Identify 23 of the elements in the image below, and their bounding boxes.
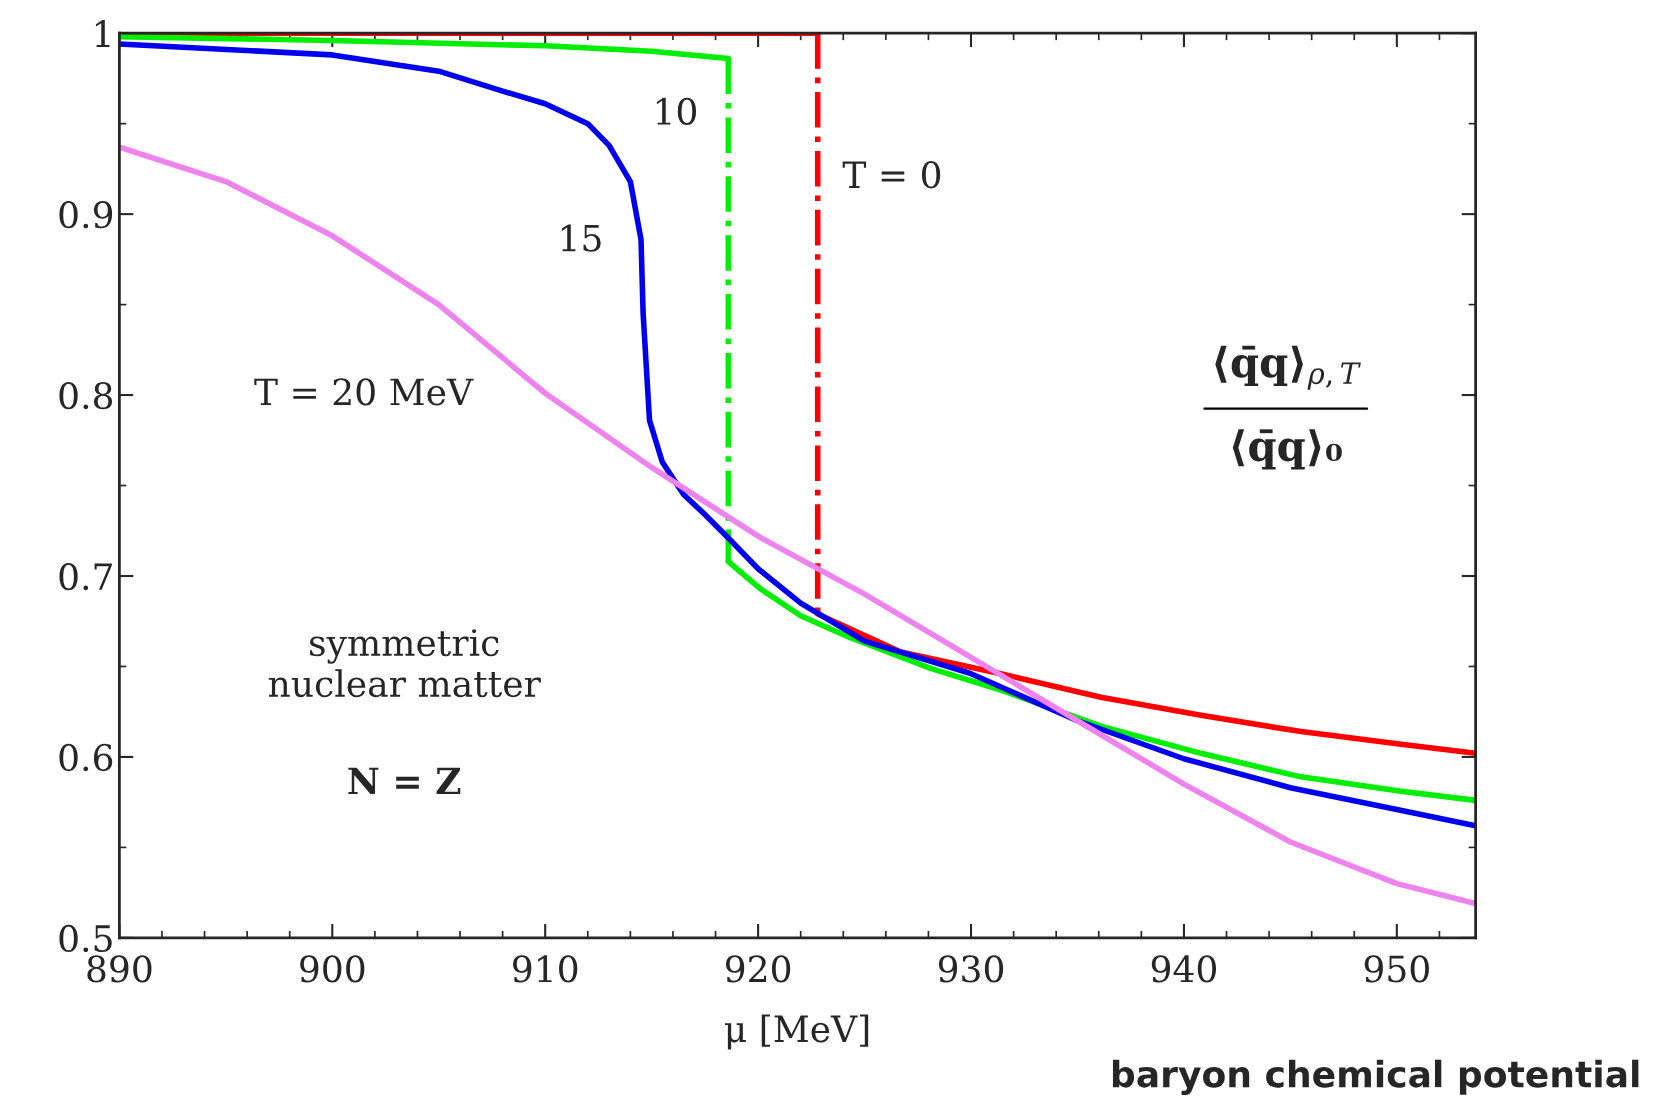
annotation: symmetric nuclear matter xyxy=(268,629,541,698)
annotation: T = 20 MeV xyxy=(254,378,474,406)
text: baryon chemical potential xyxy=(1112,1059,1639,1095)
x-axis-title: μ [MeV] xyxy=(724,1014,869,1050)
annotation: 10 xyxy=(656,97,697,126)
x-tick-label: 920 xyxy=(725,955,791,983)
x-tick-label: 930 xyxy=(938,955,1004,983)
y-tick-label: 0.8 xyxy=(59,381,113,410)
annotation: 15 xyxy=(561,224,601,252)
y-tick-label: 1 xyxy=(95,20,110,47)
y-tick-label: 0.9 xyxy=(59,201,113,229)
y-tick-label: 0.6 xyxy=(59,743,113,772)
x-tick-label: 900 xyxy=(300,955,365,983)
annotation: T = 0 xyxy=(842,161,941,189)
x-tick-label: 940 xyxy=(1151,955,1216,983)
x-tick-label: 890 xyxy=(87,955,152,983)
y-tick-label: 0.7 xyxy=(59,562,112,591)
x-tick-label: 910 xyxy=(513,955,578,983)
annotation: ⟨q̄q⟩$_{ρ,T}$ xyxy=(1215,345,1361,390)
annotation: ⟨q̄q⟩₀ xyxy=(1232,429,1342,470)
x-tick-label: 950 xyxy=(1364,955,1429,983)
y-tick-label: 0.5 xyxy=(59,924,112,953)
annotation: N = Z xyxy=(348,767,461,795)
